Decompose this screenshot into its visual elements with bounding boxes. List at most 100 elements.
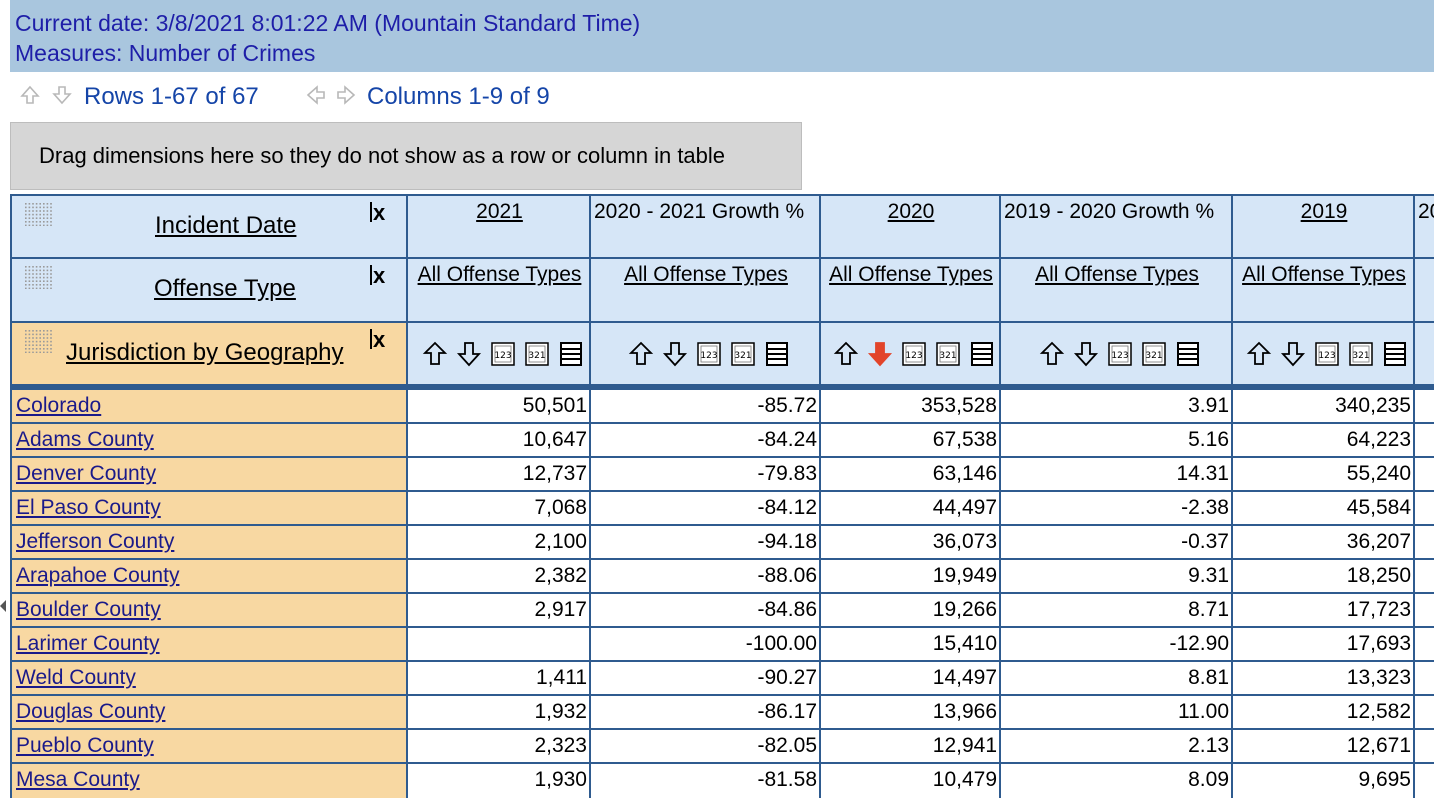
row-label-link[interactable]: Douglas County (10, 694, 408, 730)
remove-dimension-button[interactable]: x (370, 263, 385, 289)
row-label-link[interactable]: Weld County (10, 660, 408, 696)
sort-descending-icon[interactable] (662, 340, 688, 368)
row-label-link[interactable]: Boulder County (10, 592, 408, 628)
data-cell (1413, 422, 1434, 458)
rank-descending-icon[interactable]: 321 (730, 340, 756, 368)
remove-dimension-button[interactable]: x (370, 200, 385, 226)
offense-type-header[interactable]: All Offense Types (819, 257, 1001, 323)
row-label-link[interactable]: Pueblo County (10, 728, 408, 764)
data-cell: -84.86 (589, 592, 821, 628)
row-label-link[interactable]: Mesa County (10, 762, 408, 798)
offense-type-header[interactable]: All Offense Types (999, 257, 1233, 323)
data-cell: -86.17 (589, 694, 821, 730)
arrow-down-icon[interactable] (52, 85, 72, 105)
sort-controls-cell: 123 321 (999, 321, 1233, 388)
sort-ascending-icon[interactable] (833, 340, 859, 368)
data-cell: 55,240 (1231, 456, 1415, 492)
dimension-jurisdiction-cell: Jurisdiction by Geography x (10, 321, 408, 388)
sort-descending-icon[interactable] (867, 340, 893, 368)
row-label-link[interactable]: Colorado (10, 388, 408, 424)
rank-ascending-icon[interactable]: 123 (490, 340, 516, 368)
arrow-left-icon[interactable] (306, 85, 326, 105)
data-cell: -2.38 (999, 490, 1233, 526)
dimension-incident-date-label[interactable]: Incident Date (155, 212, 297, 239)
remove-dimension-button[interactable]: x (370, 327, 385, 353)
row-label-link[interactable]: Arapahoe County (10, 558, 408, 594)
arrow-right-icon[interactable] (336, 85, 356, 105)
sort-descending-icon[interactable] (1280, 340, 1306, 368)
data-cell (406, 626, 591, 662)
dimension-offense-type-label[interactable]: Offense Type (154, 275, 296, 302)
data-cell: -82.05 (589, 728, 821, 764)
list-icon[interactable] (558, 340, 584, 368)
sort-ascending-icon[interactable] (1039, 340, 1065, 368)
dimension-jurisdiction-label[interactable]: Jurisdiction by Geography (66, 339, 344, 366)
year-column-header[interactable]: 2019 (1231, 194, 1415, 259)
year-column-header[interactable]: 2021 (406, 194, 591, 259)
rank-descending-icon[interactable]: 321 (524, 340, 550, 368)
offense-type-header[interactable]: All Offense Types (406, 257, 591, 323)
data-cell: 2,100 (406, 524, 591, 560)
close-icon: x (373, 327, 386, 352)
rank-ascending-icon[interactable]: 123 (696, 340, 722, 368)
data-cell (1413, 694, 1434, 730)
rank-ascending-icon[interactable]: 123 (901, 340, 927, 368)
columns-range-link[interactable]: Columns 1-9 of 9 (367, 83, 550, 110)
data-cell: 15,410 (819, 626, 1001, 662)
sort-descending-icon[interactable] (1073, 340, 1099, 368)
sort-controls-cell: 123 321 (406, 321, 591, 388)
row-label-link[interactable]: Denver County (10, 456, 408, 492)
sort-descending-icon[interactable] (456, 340, 482, 368)
rank-ascending-icon[interactable]: 123 (1314, 340, 1340, 368)
header-separator (10, 384, 1434, 388)
offense-type-header[interactable] (1413, 257, 1434, 323)
offense-type-header[interactable]: All Offense Types (1231, 257, 1415, 323)
data-cell: 11.00 (999, 694, 1233, 730)
sort-ascending-icon[interactable] (422, 340, 448, 368)
row-label-link[interactable]: Larimer County (10, 626, 408, 662)
svg-text:321: 321 (1145, 351, 1162, 361)
drag-handle-icon[interactable] (24, 202, 54, 226)
svg-text:123: 123 (905, 351, 922, 361)
dimension-offense-type-cell: Offense Type x (10, 257, 408, 323)
data-cell (1413, 762, 1434, 798)
data-cell: 50,501 (406, 388, 591, 424)
data-cell: -90.27 (589, 660, 821, 696)
data-cell: 12,941 (819, 728, 1001, 764)
row-label-link[interactable]: El Paso County (10, 490, 408, 526)
rows-range-link[interactable]: Rows 1-67 of 67 (84, 83, 259, 110)
list-icon[interactable] (1175, 340, 1201, 368)
rank-ascending-icon[interactable]: 123 (1107, 340, 1133, 368)
arrow-up-icon[interactable] (20, 85, 40, 105)
data-cell (1413, 388, 1434, 424)
svg-text:123: 123 (1111, 351, 1128, 361)
data-cell: 10,479 (819, 762, 1001, 798)
drag-handle-icon[interactable] (24, 265, 54, 289)
year-column-header[interactable]: 2020 (819, 194, 1001, 259)
data-cell: 14,497 (819, 660, 1001, 696)
rank-descending-icon[interactable]: 321 (1348, 340, 1374, 368)
rank-descending-icon[interactable]: 321 (935, 340, 961, 368)
drag-dimension-zone[interactable]: Drag dimensions here so they do not show… (10, 122, 802, 190)
list-icon[interactable] (969, 340, 995, 368)
drag-handle-icon[interactable] (24, 329, 54, 353)
rank-descending-icon[interactable]: 321 (1141, 340, 1167, 368)
data-cell: 12,582 (1231, 694, 1415, 730)
offense-type-header[interactable]: All Offense Types (589, 257, 821, 323)
row-label-link[interactable]: Jefferson County (10, 524, 408, 560)
current-date-text: Current date: 3/8/2021 8:01:22 AM (Mount… (15, 10, 641, 36)
row-label-link[interactable]: Adams County (10, 422, 408, 458)
sort-ascending-icon[interactable] (1246, 340, 1272, 368)
list-icon[interactable] (1382, 340, 1408, 368)
data-cell: -94.18 (589, 524, 821, 560)
data-cell: 8.81 (999, 660, 1233, 696)
splitter-handle[interactable] (0, 600, 6, 612)
list-icon[interactable] (764, 340, 790, 368)
svg-text:123: 123 (1318, 351, 1335, 361)
sort-ascending-icon[interactable] (628, 340, 654, 368)
data-cell: 63,146 (819, 456, 1001, 492)
data-cell: 36,073 (819, 524, 1001, 560)
data-cell: 45,584 (1231, 490, 1415, 526)
year-column-header[interactable]: 20 (1413, 194, 1434, 259)
data-cell (1413, 626, 1434, 662)
